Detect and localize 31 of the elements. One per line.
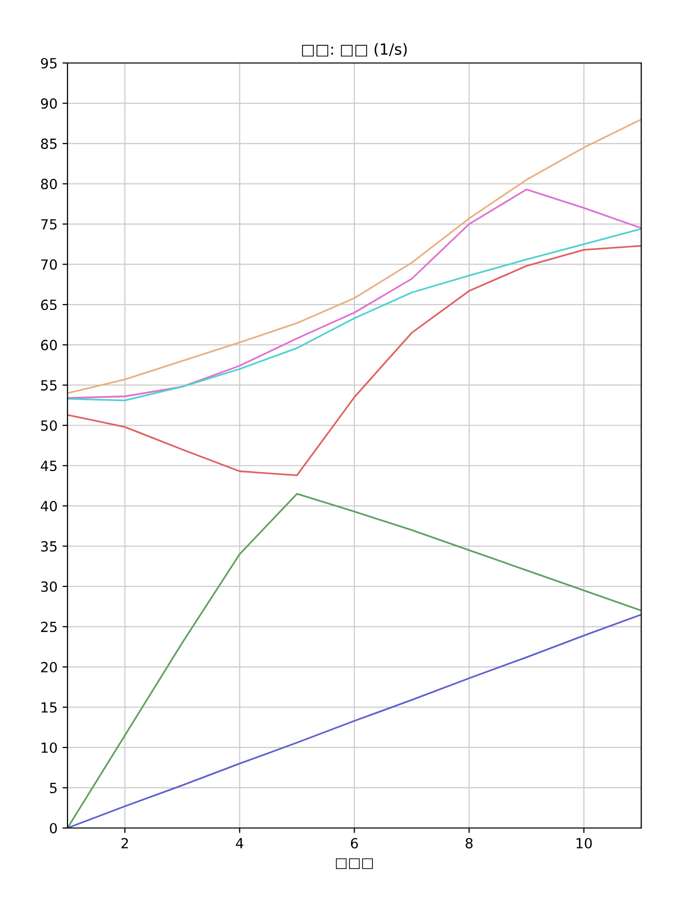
y-tick-label: 90 [40, 98, 57, 109]
y-tick-label: 80 [41, 178, 57, 190]
y-tick-label: 10 [42, 742, 57, 753]
y-tick-label: 35 [41, 541, 57, 552]
x-tick-label: 2 [121, 838, 128, 848]
y-tick-label: 20 [41, 662, 57, 672]
y-tick-label: 30 [41, 581, 57, 592]
chart-title: □□: □□ (1/s) [302, 43, 407, 57]
y-tick-label: 75 [41, 219, 57, 230]
y-tick-label: 70 [41, 259, 57, 270]
line-series [68, 228, 642, 402]
y-tick-label: 25 [41, 622, 57, 632]
y-tick-label: 5 [50, 782, 57, 794]
y-tick-label: 60 [41, 340, 57, 350]
line-series [68, 188, 642, 399]
x-axis-title: □□□ [336, 858, 373, 869]
line-series [68, 244, 642, 476]
x-tick-label: 6 [350, 838, 358, 848]
x-tick-label: 10 [576, 838, 592, 848]
x-tick-label: 8 [466, 838, 473, 848]
y-tick-label: 95 [40, 58, 57, 68]
x-tick-label: 4 [236, 838, 244, 848]
line-series [68, 118, 642, 394]
y-tick-label: 55 [41, 380, 57, 391]
y-tick-label: 45 [40, 460, 57, 472]
y-tick-label: 0 [50, 822, 57, 834]
y-tick-label: 65 [41, 300, 57, 310]
y-tick-label: 15 [42, 702, 57, 713]
y-tick-label: 85 [41, 138, 57, 149]
y-tick-label: 40 [40, 500, 57, 512]
y-tick-label: 50 [41, 420, 57, 431]
